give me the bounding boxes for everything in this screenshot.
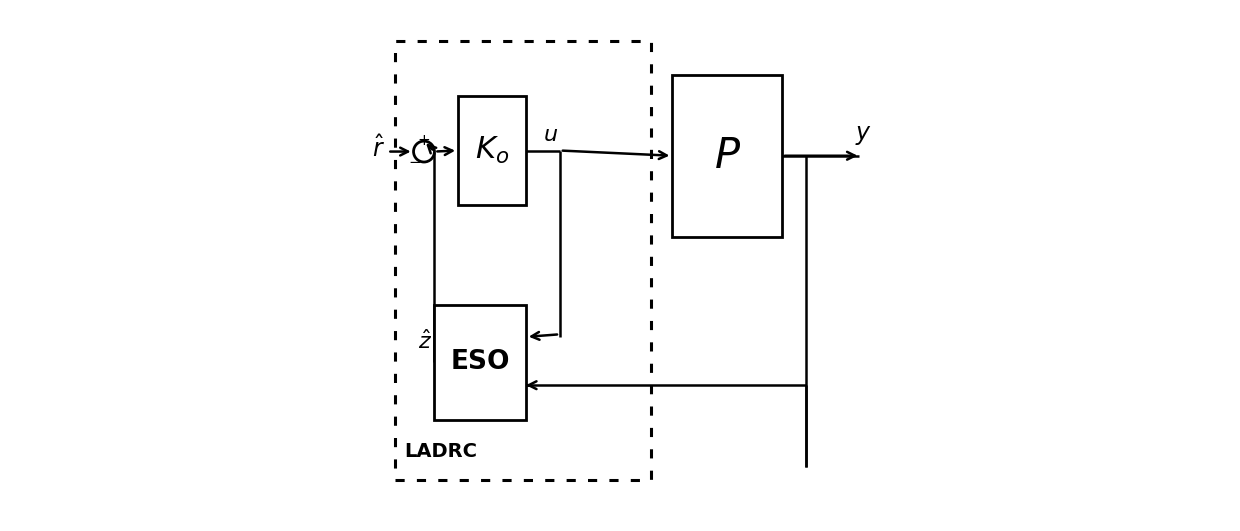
Text: LADRC: LADRC xyxy=(404,442,477,460)
Bar xyxy=(672,75,782,237)
Text: $\hat{r}$: $\hat{r}$ xyxy=(372,136,384,162)
Text: ESO: ESO xyxy=(450,349,510,375)
Text: $K_o$: $K_o$ xyxy=(475,135,508,166)
Bar xyxy=(396,41,651,480)
Text: $P$: $P$ xyxy=(714,135,740,177)
Text: $\hat{z}$: $\hat{z}$ xyxy=(418,329,432,353)
Text: $u$: $u$ xyxy=(543,125,558,145)
Text: $y$: $y$ xyxy=(854,123,872,147)
Bar xyxy=(458,96,526,205)
Bar xyxy=(434,305,526,419)
Text: $-$: $-$ xyxy=(408,153,422,168)
Text: +: + xyxy=(417,133,430,148)
